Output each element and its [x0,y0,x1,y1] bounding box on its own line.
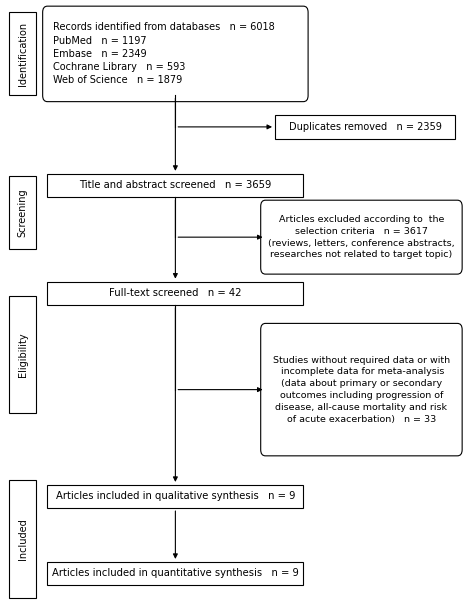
Text: Identification: Identification [18,22,27,86]
Text: Included: Included [18,518,27,560]
Text: Eligibility: Eligibility [18,332,27,376]
Text: Records identified from databases   n = 6018
PubMed   n = 1197
Embase   n = 2349: Records identified from databases n = 60… [53,23,275,85]
FancyBboxPatch shape [9,176,36,249]
FancyBboxPatch shape [47,282,303,305]
FancyBboxPatch shape [275,115,455,139]
Text: Title and abstract screened   n = 3659: Title and abstract screened n = 3659 [79,180,272,190]
Text: Articles excluded according to  the
selection criteria   n = 3617
(reviews, lett: Articles excluded according to the selec… [268,215,455,259]
Text: Articles included in qualitative synthesis   n = 9: Articles included in qualitative synthes… [55,492,295,501]
FancyBboxPatch shape [9,12,36,95]
FancyBboxPatch shape [261,200,462,274]
FancyBboxPatch shape [9,296,36,413]
Text: Full-text screened   n = 42: Full-text screened n = 42 [109,288,242,298]
Text: Studies without required data or with
 incomplete data for meta-analysis
(data a: Studies without required data or with in… [273,355,450,424]
FancyBboxPatch shape [261,323,462,456]
FancyBboxPatch shape [43,6,308,102]
Text: Duplicates removed   n = 2359: Duplicates removed n = 2359 [289,122,441,132]
Text: Screening: Screening [18,188,27,237]
FancyBboxPatch shape [9,480,36,598]
Text: Articles included in quantitative synthesis   n = 9: Articles included in quantitative synthe… [52,569,299,578]
FancyBboxPatch shape [47,485,303,508]
FancyBboxPatch shape [47,174,303,197]
FancyBboxPatch shape [47,562,303,585]
